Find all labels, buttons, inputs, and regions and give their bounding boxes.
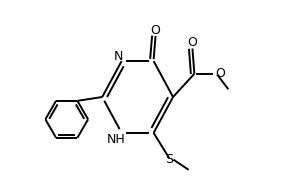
- Text: O: O: [187, 36, 197, 49]
- Text: N: N: [113, 50, 123, 63]
- Text: NH: NH: [106, 133, 125, 146]
- Text: S: S: [166, 153, 174, 166]
- Text: O: O: [215, 67, 225, 80]
- Text: O: O: [151, 23, 160, 37]
